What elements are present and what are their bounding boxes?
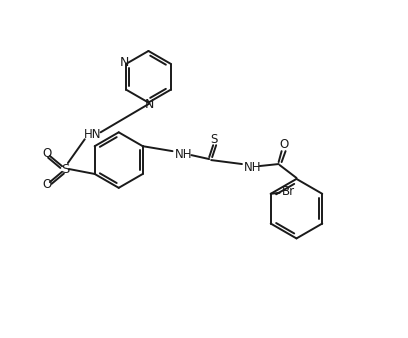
Text: NH: NH bbox=[244, 161, 262, 173]
Text: N: N bbox=[120, 56, 129, 69]
Text: N: N bbox=[145, 98, 154, 111]
Text: O: O bbox=[42, 178, 52, 191]
Text: HN: HN bbox=[84, 128, 102, 141]
Text: O: O bbox=[279, 138, 288, 151]
Text: NH: NH bbox=[175, 148, 192, 161]
Text: S: S bbox=[211, 133, 218, 146]
Text: O: O bbox=[42, 147, 52, 160]
Text: Br: Br bbox=[282, 185, 295, 198]
Text: S: S bbox=[61, 163, 69, 175]
